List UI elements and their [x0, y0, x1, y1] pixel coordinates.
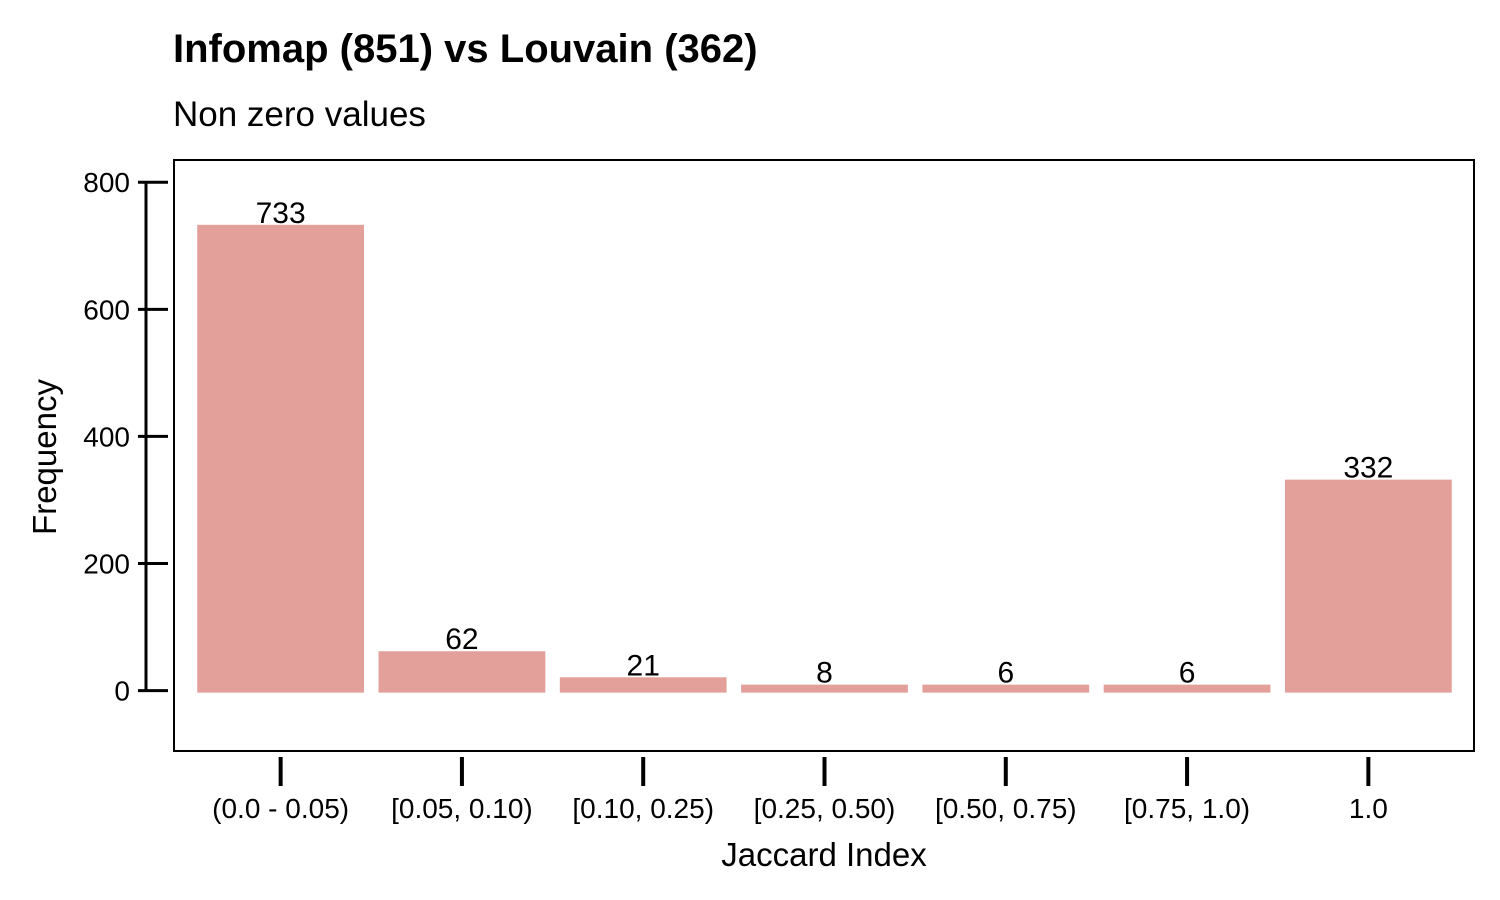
x-tick-label: [0.25, 0.50) [754, 793, 896, 824]
bar [1103, 684, 1271, 693]
x-tick-label: [0.05, 0.10) [391, 793, 533, 824]
chart-title: Infomap (851) vs Louvain (362) [173, 27, 758, 71]
y-axis: 0 200 400 600 800 [83, 167, 168, 707]
bar [197, 224, 365, 693]
x-tick-label: (0.0 - 0.05) [212, 793, 349, 824]
data-label: 21 [627, 649, 660, 682]
chart-subtitle: Non zero values [173, 95, 426, 134]
bars [197, 224, 1452, 693]
x-tick-label: 1.0 [1349, 793, 1388, 824]
plot-area-frame [173, 159, 1475, 752]
y-tick-label: 200 [83, 549, 130, 580]
y-tick-label: 800 [83, 167, 130, 198]
data-label: 733 [256, 197, 306, 230]
x-tick-label: [0.75, 1.0) [1124, 793, 1250, 824]
data-label: 62 [445, 623, 478, 656]
bar [922, 684, 1090, 693]
bar [559, 677, 727, 693]
bar [1284, 479, 1452, 693]
y-tick-label: 600 [83, 294, 130, 325]
x-tick-label: [0.10, 0.25) [572, 793, 714, 824]
y-tick-label: 400 [83, 421, 130, 452]
x-axis-label: Jaccard Index [721, 836, 927, 873]
y-tick-label: 0 [114, 676, 130, 707]
data-label: 332 [1343, 452, 1393, 485]
x-tick-label: [0.50, 0.75) [935, 793, 1077, 824]
data-labels: 733 62 21 8 6 6 332 [256, 197, 1394, 690]
data-label: 6 [1179, 657, 1196, 690]
y-axis-label: Frequency [26, 379, 63, 535]
data-label: 8 [816, 657, 833, 690]
bar [741, 684, 908, 693]
data-label: 6 [997, 657, 1014, 690]
x-axis: (0.0 - 0.05) [0.05, 0.10) [0.10, 0.25) [0.2… [212, 757, 1388, 824]
bar [378, 651, 546, 693]
